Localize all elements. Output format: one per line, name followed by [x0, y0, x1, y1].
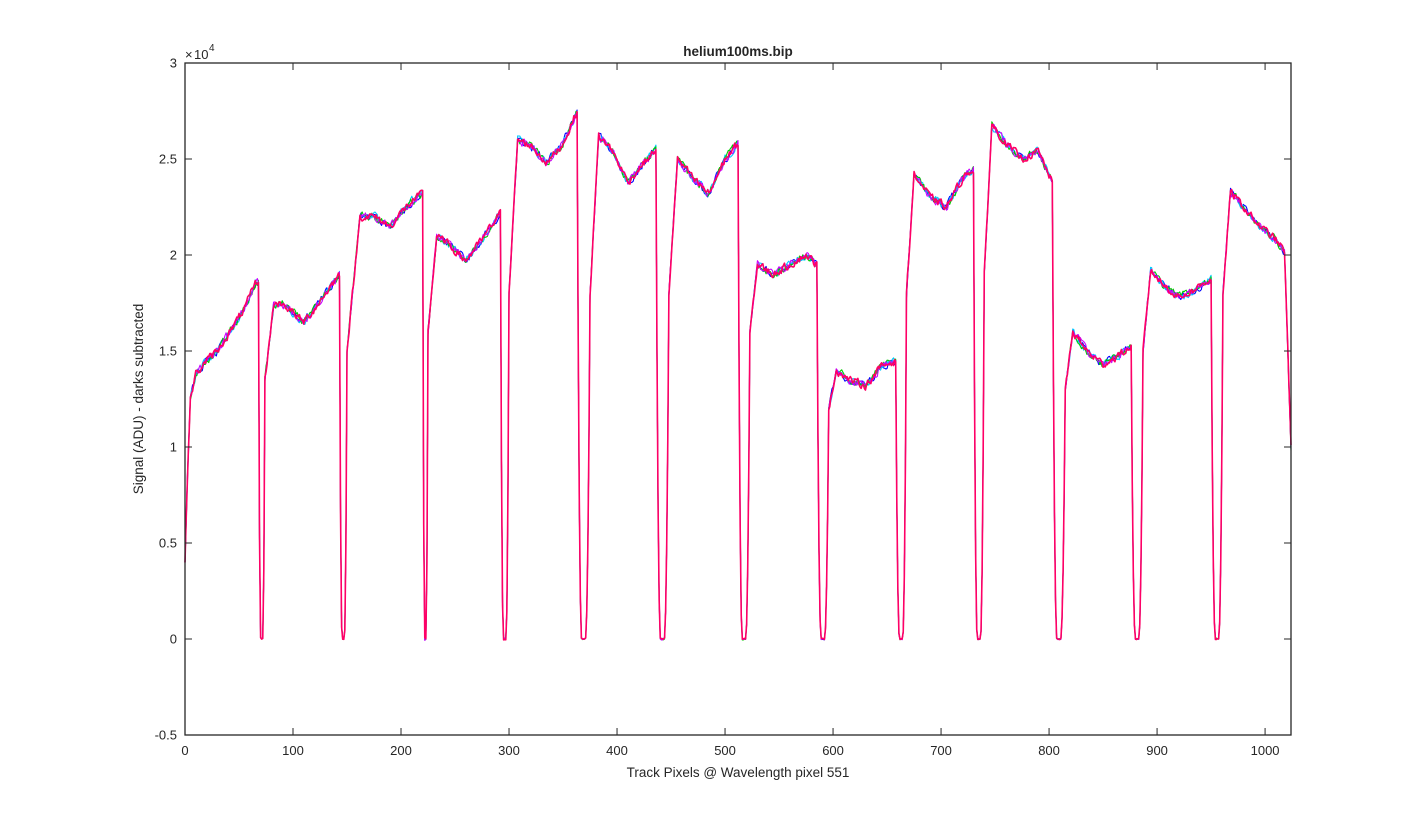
series-line — [184, 111, 1292, 641]
y-exponent-times: × — [185, 47, 193, 62]
x-tick-label: 600 — [822, 743, 844, 758]
tick-layer: 0 100 200 300 400 500 600 700 800 900 1000 -0.5 0 0.5… — [155, 56, 1291, 758]
y-tick-label: 2 — [170, 248, 177, 263]
y-tick-label: -0.5 — [155, 728, 177, 743]
x-tick-label: 0 — [181, 743, 188, 758]
y-tick-label: 2.5 — [159, 152, 177, 167]
series-line — [184, 111, 1292, 641]
x-tick-label: 700 — [930, 743, 952, 758]
axes-box — [184, 62, 1292, 736]
y-tick-label: 0.5 — [159, 536, 177, 551]
y-tick-label: 0 — [170, 632, 177, 647]
y-exponent: × 10 4 — [185, 43, 215, 62]
x-tick-label: 100 — [282, 743, 304, 758]
x-tick-label: 500 — [714, 743, 736, 758]
y-tick-label: 1.5 — [159, 344, 177, 359]
y-exponent-base: 10 — [194, 47, 208, 62]
x-tick-label: 400 — [606, 743, 628, 758]
x-tick-label: 1000 — [1251, 743, 1280, 758]
series-layer — [184, 109, 1292, 641]
x-axis-label: Track Pixels @ Wavelength pixel 551 — [627, 765, 850, 780]
y-tick-label: 3 — [170, 56, 177, 71]
y-axis-label: Signal (ADU) - darks subtracted — [131, 304, 146, 495]
x-tick-label: 300 — [498, 743, 520, 758]
x-tick-label: 900 — [1146, 743, 1168, 758]
y-exponent-power: 4 — [209, 43, 215, 54]
y-tick-label: 1 — [170, 440, 177, 455]
x-tick-label: 800 — [1038, 743, 1060, 758]
chart-title: helium100ms.bip — [683, 44, 793, 59]
x-tick-label: 200 — [390, 743, 412, 758]
